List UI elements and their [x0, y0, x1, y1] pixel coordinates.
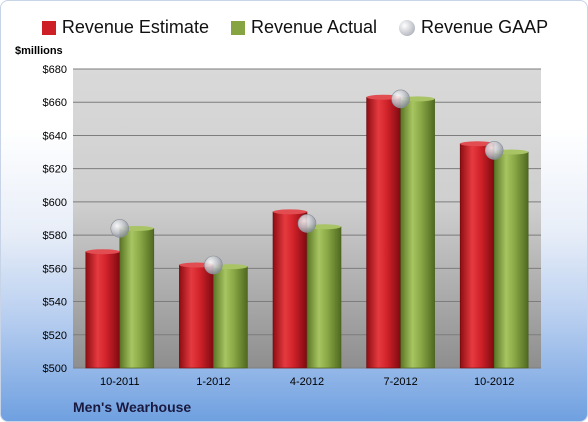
marker-gaap-4-2012 [297, 214, 317, 233]
bar-estimate-cap-10-2012 [460, 141, 495, 147]
bar-estimate-10-2012 [459, 143, 495, 369]
bar-actual-1-2012 [213, 266, 248, 369]
legend-label-estimate: Revenue Estimate [61, 17, 209, 37]
bar-actual-10-2012 [493, 151, 529, 369]
legend-label-actual: Revenue Actual [250, 17, 378, 37]
gaap-markers [110, 89, 504, 275]
x-tick-label: 4-2012 [290, 376, 324, 388]
marker-gaap-10-2011 [110, 219, 130, 238]
bar-estimate-cap-4-2012 [273, 209, 307, 215]
y-tick-label: $680 [43, 64, 67, 76]
legend-label-gaap: Revenue GAAP [421, 17, 549, 37]
bar-estimate-4-2012 [272, 211, 308, 369]
y-tick-label: $560 [43, 263, 67, 275]
legend-swatch-actual [230, 20, 245, 35]
legend-item-actual: Revenue Actual [230, 17, 378, 38]
bar-actual-7-2012 [400, 98, 435, 369]
x-tick-label: 7-2012 [383, 376, 417, 388]
legend-swatch-estimate [41, 20, 56, 35]
legend-item-gaap: Revenue GAAP [399, 17, 548, 38]
y-tick-label: $500 [43, 363, 67, 375]
bar-actual-10-2011 [119, 228, 155, 369]
y-axis-unit-label: $millions [15, 45, 63, 57]
x-tick-label: 10-2011 [100, 376, 140, 388]
y-axis-ticks: $500 $520 $540 $560 $580 $600 $620 $640 $660 $680 [43, 64, 67, 375]
legend-swatch-gaap [399, 19, 416, 36]
x-axis-ticks: 10-2011 1-2012 4-2012 7-2012 10-2012 [100, 376, 514, 388]
y-tick-label: $620 [43, 164, 67, 176]
y-tick-label: $580 [43, 230, 67, 242]
x-tick-label: 1-2012 [196, 376, 230, 388]
marker-gaap-1-2012 [204, 255, 223, 275]
legend: Revenue Estimate Revenue Actual Revenue … [1, 17, 587, 38]
bar-actual-4-2012 [306, 226, 342, 369]
bar-estimate-10-2011 [85, 251, 121, 369]
bars-group [85, 94, 529, 369]
legend-item-estimate: Revenue Estimate [41, 17, 209, 38]
marker-gaap-7-2012 [391, 89, 410, 109]
company-name: Men's Wearhouse [73, 399, 192, 415]
marker-gaap-10-2012 [484, 141, 504, 160]
x-tick-label: 10-2012 [474, 376, 514, 388]
bar-estimate-cap-10-2011 [85, 249, 120, 255]
y-tick-label: $600 [43, 197, 67, 209]
bar-estimate-1-2012 [179, 264, 214, 369]
y-tick-label: $640 [43, 130, 67, 142]
y-tick-label: $540 [43, 297, 67, 309]
y-tick-label: $660 [43, 97, 67, 109]
bar-estimate-7-2012 [366, 96, 401, 369]
y-tick-label: $520 [43, 330, 67, 342]
